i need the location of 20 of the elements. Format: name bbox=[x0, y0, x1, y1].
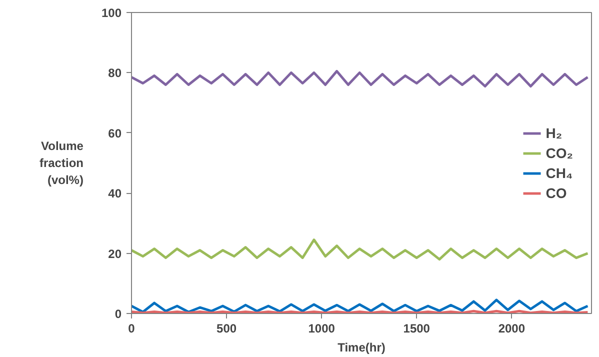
line-series bbox=[132, 70, 589, 88]
y-axis-title: Volume fraction (vol%) bbox=[39, 139, 84, 187]
legend-label: CO bbox=[546, 184, 567, 200]
legend-label: CH₄ bbox=[546, 164, 573, 180]
x-tick-label: 2000 bbox=[498, 322, 526, 336]
line-series bbox=[132, 298, 589, 314]
legend-label: H₂ bbox=[546, 124, 564, 140]
y-tick-label: 100 bbox=[101, 6, 122, 20]
x-tick-label: 500 bbox=[216, 322, 237, 336]
y-tick-label: 80 bbox=[108, 66, 122, 80]
y-tick-label: 40 bbox=[108, 186, 122, 201]
x-axis-title: Time(hr) bbox=[338, 340, 386, 354]
y-tick-label: 20 bbox=[108, 246, 122, 261]
legend-label: CO₂ bbox=[546, 144, 573, 160]
y-tick-label: 60 bbox=[108, 126, 122, 140]
x-tick-label: 0 bbox=[128, 322, 136, 336]
x-tick-label: 1000 bbox=[308, 322, 336, 336]
y-tick-label: 0 bbox=[114, 307, 122, 321]
line-series bbox=[132, 238, 589, 261]
x-tick-label: 1500 bbox=[403, 322, 430, 336]
